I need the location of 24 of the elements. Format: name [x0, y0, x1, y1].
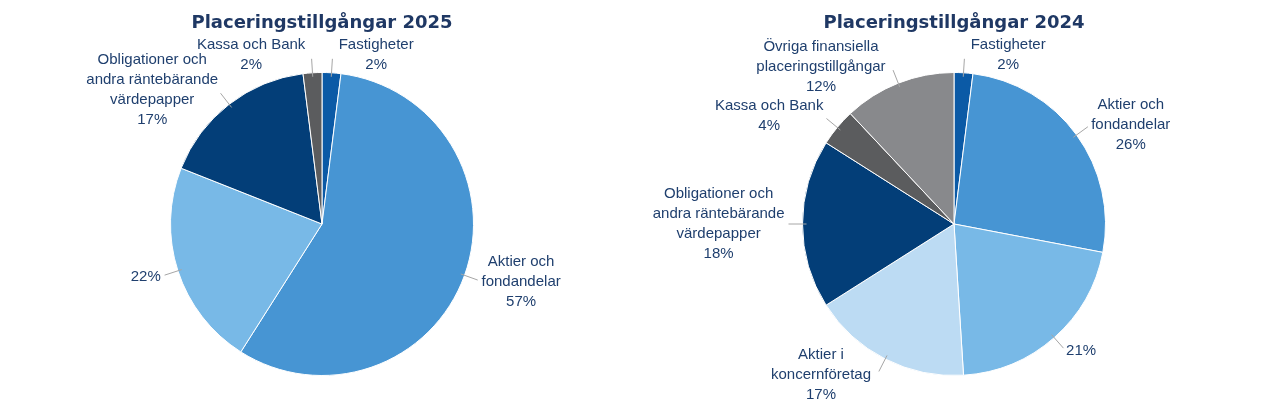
- data-label: 17%: [806, 385, 837, 403]
- slice-label: Övriga finansiella placeringstillgångar: [756, 36, 886, 74]
- slice-label: Aktier och fondandelar: [1091, 94, 1171, 132]
- slice-label: Obligationer och andra räntebärande värdepapper: [652, 184, 785, 242]
- data-label: 2%: [365, 54, 388, 72]
- data-label: 26%: [1115, 134, 1146, 152]
- slice-label: Aktier och fondandelar: [481, 251, 561, 289]
- chart-title: Placeringstillgångar 2024: [822, 10, 1086, 34]
- data-label: 12%: [805, 76, 836, 94]
- data-label: 21%: [1066, 341, 1097, 359]
- data-label: 57%: [506, 291, 537, 309]
- data-label: 2%: [997, 54, 1020, 72]
- data-label: 22%: [130, 266, 161, 284]
- slice-label: Obligationer och andra räntebärande värdepapper: [86, 50, 219, 108]
- data-label: 4%: [758, 116, 781, 134]
- chart-title: Placeringstillgångar 2025: [190, 10, 454, 34]
- data-label: 17%: [137, 110, 168, 128]
- slice-label: Fastigheter: [970, 34, 1046, 52]
- slice-label: Fastigheter: [338, 34, 414, 52]
- data-label: 2%: [240, 54, 263, 72]
- data-label: 18%: [703, 244, 734, 262]
- slice-label: Kassa och Bank: [196, 34, 306, 52]
- slice-label: Kassa och Bank: [715, 96, 824, 114]
- slice-label: Aktier i koncernföretag: [770, 345, 872, 383]
